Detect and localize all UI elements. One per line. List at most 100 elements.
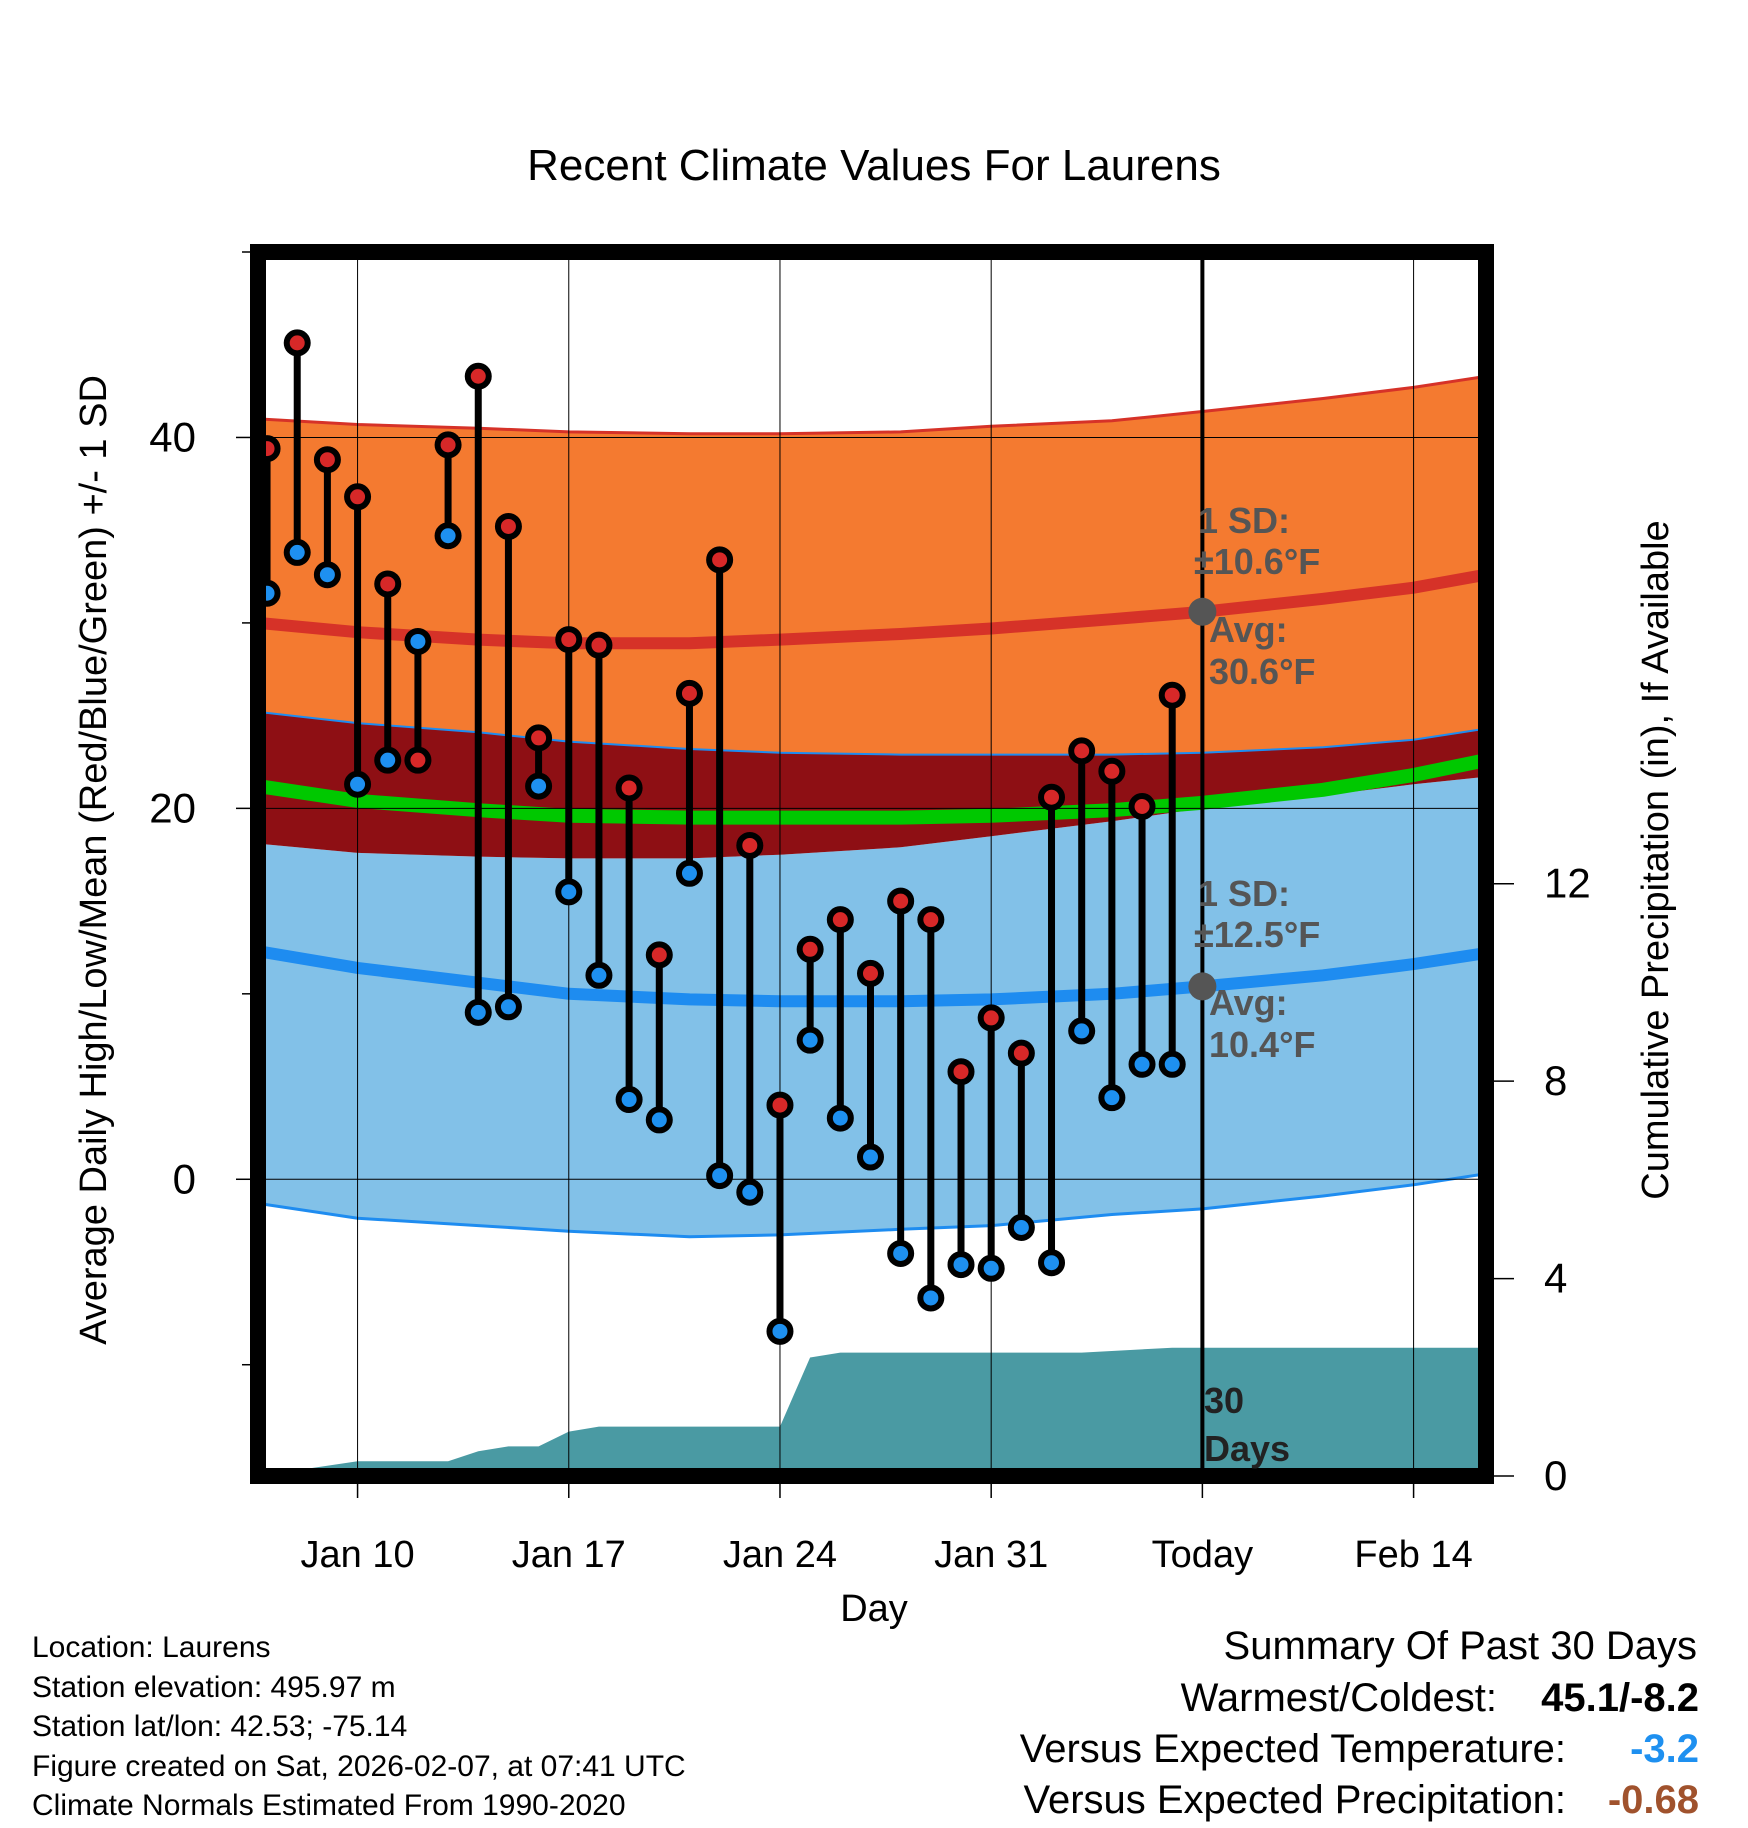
high-marker [736,831,764,859]
normals-text: Climate Normals Estimated From 1990-2020 [32,1789,626,1822]
x-tick-label: Jan 17 [512,1534,626,1576]
high-marker [826,906,854,934]
high-marker [1007,1039,1035,1067]
y2-tick-label: 4 [1544,1255,1567,1302]
warmest-value: 45.1/-8.2 [1541,1676,1699,1720]
warmest-label: Warmest/Coldest: [1181,1676,1497,1720]
high-marker [525,724,553,752]
low-marker [856,1143,884,1171]
high-marker [706,546,734,574]
high-marker [887,887,915,915]
low-marker [555,878,583,906]
days-count: 30 [1204,1380,1244,1421]
low-marker [645,1106,673,1134]
low-marker [706,1162,734,1190]
y2-tick-label: 12 [1544,860,1591,907]
high-marker [645,941,673,969]
low-marker [404,627,432,655]
high-marker [434,431,462,459]
low-avg-label: Avg: [1209,982,1288,1023]
low-marker [313,561,341,589]
low-marker [675,859,703,887]
plot-area: Jan 10 Jan 17 Jan 24 Jan 31 Today Feb 1402040… [149,244,1591,1576]
y-tick-label: 0 [173,1155,196,1202]
summary-panel: Summary Of Past 30 Days Warmest/Coldest:… [1020,1624,1699,1822]
low-marker [1038,1249,1066,1277]
high-marker [374,570,402,598]
y-tick-label: 20 [149,784,196,831]
low-marker [977,1254,1005,1282]
x-axis-label: Day [840,1588,908,1630]
x-tick-label: Today [1152,1534,1253,1576]
high-avg-marker [1188,597,1217,626]
low-marker [585,961,613,989]
high-marker [917,906,945,934]
low-marker [615,1086,643,1114]
high-marker [796,935,824,963]
high-sd-label: 1 SD: [1198,500,1290,541]
high-sd-band [258,376,1486,755]
high-marker [766,1091,794,1119]
x-tick-label: Jan 10 [301,1534,415,1576]
low-marker [1007,1213,1035,1241]
y2-axis-label: Cumulative Precipitation (in), If Availa… [1635,520,1677,1199]
location-text: Location: Laurens [32,1631,271,1664]
chart-title: Recent Climate Values For Laurens [527,141,1221,190]
high-marker [1098,757,1126,785]
y2-tick-label: 0 [1544,1452,1567,1499]
temp-value: -3.2 [1630,1727,1699,1771]
elevation-text: Station elevation: 495.97 m [32,1671,396,1704]
high-marker [344,483,372,511]
y-axis-label: Average Daily High/Low/Mean (Red/Blue/Gr… [73,375,115,1345]
high-sd-value: ±10.6°F [1194,541,1320,582]
low-marker [1068,1017,1096,1045]
high-marker [947,1058,975,1086]
low-marker [344,770,372,798]
summary-title: Summary Of Past 30 Days [1224,1624,1697,1668]
plot-clipped-group [258,252,1486,1476]
high-avg-value: 30.6°F [1209,651,1315,692]
high-marker [585,631,613,659]
y2-tick-label: 8 [1544,1057,1567,1104]
low-avg-value: 10.4°F [1209,1024,1315,1065]
days-annotation: 30 Days [1204,1380,1290,1469]
precip-label: Versus Expected Precipitation: [1023,1778,1566,1822]
low-marker [766,1317,794,1345]
high-marker [1158,681,1186,709]
high-marker [555,626,583,654]
high-annotation: 1 SD: ±10.6°F Avg: 30.6°F [1194,500,1320,692]
x-tick-label: Jan 24 [723,1534,837,1576]
x-tick-label: Feb 14 [1354,1534,1472,1576]
station-info: Location: Laurens Station elevation: 495… [32,1631,686,1822]
low-marker [434,522,462,550]
precip-area [258,1347,1486,1476]
plot-frame [250,244,1494,1484]
high-marker [675,679,703,707]
low-marker [464,998,492,1026]
latlon-text: Station lat/lon: 42.53; -75.14 [32,1710,407,1743]
low-annotation: 1 SD: ±12.5°F Avg: 10.4°F [1194,873,1320,1065]
low-marker [826,1104,854,1132]
high-marker [615,774,643,802]
low-sd-value: ±12.5°F [1194,914,1320,955]
days-word: Days [1204,1428,1290,1469]
high-marker [313,446,341,474]
high-marker [494,512,522,540]
high-marker [977,1004,1005,1032]
low-marker [1098,1084,1126,1112]
low-marker [494,993,522,1021]
low-marker [887,1239,915,1267]
low-marker [1158,1050,1186,1078]
low-marker [374,746,402,774]
low-avg-marker [1188,972,1217,1001]
low-marker [736,1178,764,1206]
high-avg-label: Avg: [1209,609,1288,650]
y-tick-label: 40 [149,413,196,460]
low-marker [917,1284,945,1312]
low-marker [796,1026,824,1054]
low-marker [283,538,311,566]
high-marker [1068,737,1096,765]
x-tick-label: Jan 31 [934,1534,1048,1576]
low-marker [525,772,553,800]
